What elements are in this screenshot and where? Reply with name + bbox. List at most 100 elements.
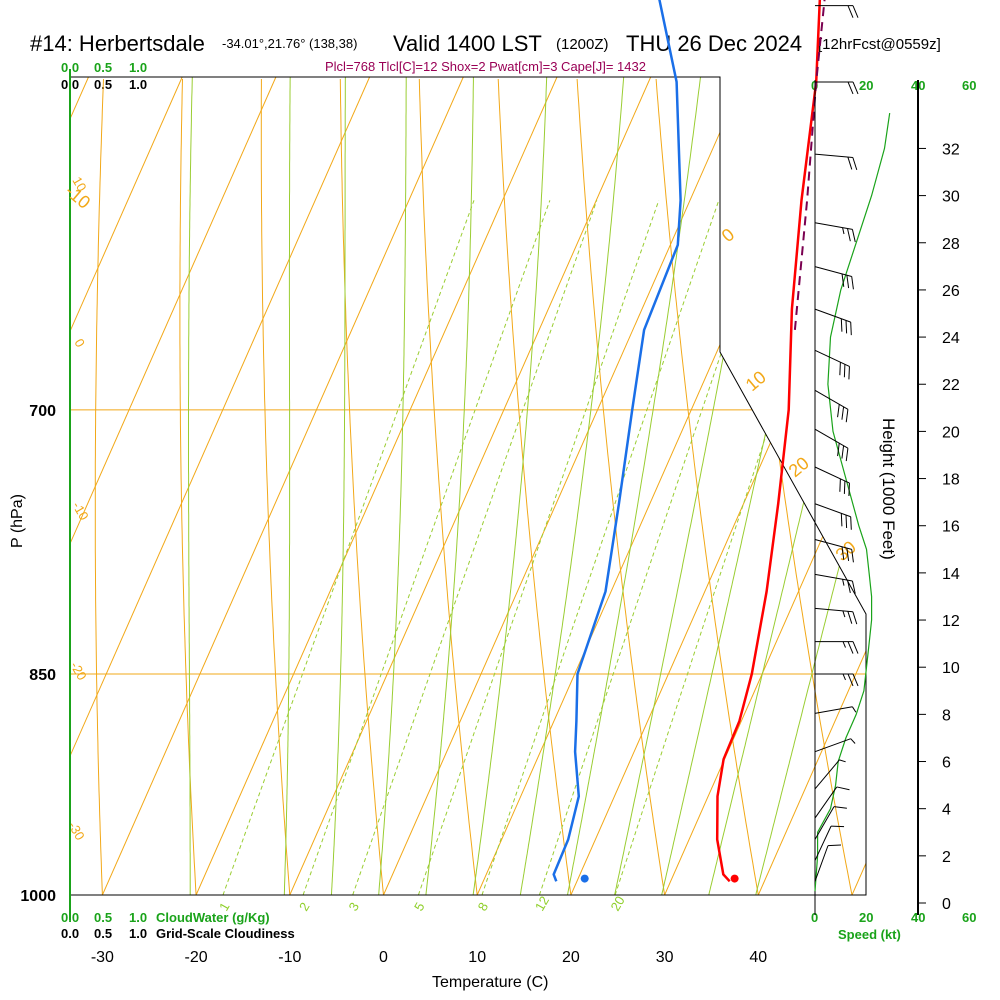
zulu-time: (1200Z) (556, 36, 609, 53)
wind-barb-flag (843, 480, 846, 494)
moist-adiabat-25 (611, 77, 866, 895)
wind-barb-flag (852, 673, 859, 687)
isotherm-label-10: 10 (742, 367, 770, 395)
wind-barb-830 (815, 641, 859, 654)
surface-dewpoint-dot (580, 874, 589, 883)
y-axis-title: P (hPa) (9, 494, 26, 548)
pressure-tick-1000: 1000 (20, 888, 56, 905)
wind-barb-flag (827, 844, 842, 847)
moist-adiabat--20 (188, 77, 257, 895)
height-tick-0: 0 (942, 896, 951, 913)
wind-barb-690 (814, 389, 849, 423)
height-tick-6: 6 (942, 755, 951, 772)
wind-barb-flag (837, 443, 840, 457)
wind-barb-flag (851, 276, 854, 290)
isotherm--30 (101, 77, 464, 895)
dry-adiabat-0 (339, 78, 388, 895)
wind-barb-shaft (814, 825, 832, 861)
moist-adiabat-15 (517, 77, 658, 895)
moist-adiabat-0 (377, 77, 443, 895)
moist-adiabat-10 (470, 77, 572, 895)
speed-tick-bottom-0: 0 (811, 910, 818, 925)
wind-barb-750 (814, 503, 852, 530)
wind-barb-half (842, 227, 845, 235)
isotherm-label-0: 0 (718, 224, 739, 246)
wind-barb-flag (845, 448, 849, 462)
isotherm--50 (70, 77, 277, 895)
x-axis-title: Temperature (C) (432, 974, 548, 991)
wind-barb-half (842, 673, 846, 681)
dry-adiabat-label-0: 0 (71, 336, 88, 350)
cloudwater-tick-bottom-2: 1.0 (129, 910, 147, 925)
wind-barb-810 (814, 607, 858, 625)
wind-barb-shaft (814, 806, 835, 840)
plot-clip-group (70, 77, 866, 895)
cloudwater-tick-top-1: 0.5 (94, 60, 112, 75)
wind-barb-flag (851, 549, 854, 563)
wind-barb-flag (847, 228, 851, 242)
wind-barb-shaft (814, 222, 853, 230)
dry-adiabat--30 (94, 78, 105, 895)
surface-temperature-dot (730, 874, 739, 883)
wind-barb-770 (814, 539, 854, 563)
height-tick-16: 16 (942, 519, 960, 536)
isotherm-10 (476, 77, 839, 895)
wind-barb-flag (850, 322, 852, 336)
temperature-tick--20: -20 (185, 949, 208, 966)
wind-barb-shaft (814, 759, 840, 790)
temperature-tick-40: 40 (749, 949, 767, 966)
wind-barb-half (842, 641, 846, 648)
height-tick-24: 24 (942, 330, 960, 347)
mixing-ratio-line-5 (417, 200, 660, 895)
wind-barb-990 (814, 844, 842, 882)
pressure-tick-700: 700 (29, 403, 56, 420)
wind-barb-flag (833, 806, 847, 809)
speed-tick-bottom-3: 60 (962, 910, 976, 925)
dry-adiabat--10 (260, 79, 294, 895)
temperature-tick--30: -30 (91, 949, 114, 966)
parcel-profile (793, 0, 826, 330)
wind-barb-flag (836, 786, 850, 791)
wind-barb-shaft (814, 503, 851, 518)
cloudiness-tick-bottom-2: 1.0 (129, 926, 147, 941)
wind-barb-shaft (814, 845, 829, 882)
isotherm--60 (70, 77, 183, 895)
height-tick-30: 30 (942, 189, 960, 206)
temperature-profile (715, 0, 822, 883)
wind-barb-670 (814, 349, 850, 380)
pressure-tick-850: 850 (29, 667, 56, 684)
wind-barb-flag (851, 580, 856, 594)
sounding-indices: Plcl=768 Tlcl[C]=12 Shox=2 Pwat[cm]=3 Ca… (325, 59, 646, 74)
cloudiness-tick-bottom-0: 0.0 (61, 926, 79, 941)
wind-barb-850 (815, 673, 859, 687)
wind-barb-flag (851, 229, 856, 243)
isotherm-20 (570, 77, 866, 895)
wind-barb-flag (831, 825, 845, 828)
mixing-ratio-line-8 (481, 200, 720, 895)
wind-barb-610 (814, 222, 856, 243)
dry-adiabat-10 (418, 78, 483, 895)
height-tick-22: 22 (942, 377, 960, 394)
cloudiness-tick-top-2: 1.0 (129, 77, 147, 92)
wind-barb-550 (815, 81, 859, 95)
wind-barb-flag (840, 513, 843, 527)
wind-barb-flag (846, 548, 850, 562)
height-tick-12: 12 (942, 613, 960, 630)
moist-adiabat-35 (705, 77, 866, 895)
dry-adiabat-40 (655, 78, 766, 895)
wind-barb-shaft (814, 349, 850, 367)
wind-barb-650 (814, 308, 852, 336)
station-coords: -34.01°,21.76° (138,38) (222, 36, 357, 51)
dry-adiabat-label--30: -30 (65, 819, 87, 843)
wind-barb-shaft (814, 389, 849, 410)
mixing-ratio-line-3 (352, 200, 598, 895)
wind-barb-shaft (814, 153, 853, 158)
height-tick-4: 4 (942, 802, 951, 819)
isotherm--20 (195, 77, 558, 895)
wind-barb-flag (847, 156, 853, 170)
wind-barb-flag (847, 641, 854, 654)
wind-barb-flag (852, 641, 859, 654)
